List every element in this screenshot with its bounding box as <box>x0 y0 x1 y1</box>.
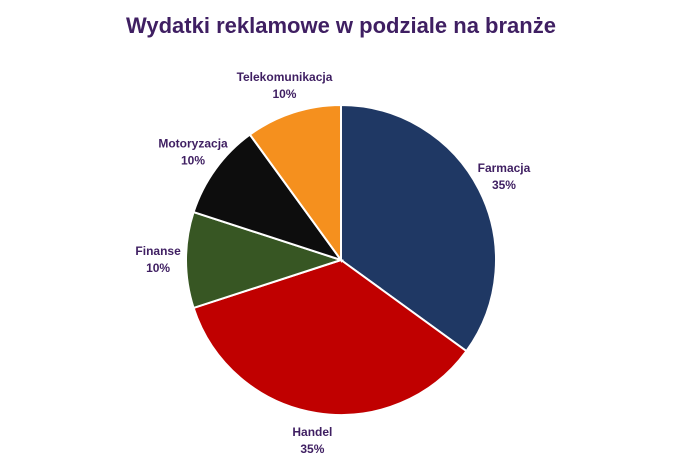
value-label: 10% <box>272 87 296 101</box>
slice-label: Telekomunikacja <box>237 70 333 84</box>
pie-slice <box>185 210 345 310</box>
slice-label: Finanse <box>135 244 181 258</box>
pie-slice <box>340 103 497 353</box>
chart-title: Wydatki reklamowe w podziale na branże <box>126 13 556 38</box>
value-label: 10% <box>181 154 205 168</box>
value-label: 35% <box>300 442 324 456</box>
pie-slice <box>248 103 342 264</box>
slice-label: Handel <box>292 425 332 439</box>
slice-label: Motoryzacja <box>158 137 228 151</box>
slice-label: Farmacja <box>478 161 531 175</box>
value-label: 10% <box>146 261 170 275</box>
pie-slice <box>192 258 468 416</box>
value-label: 35% <box>492 178 516 192</box>
pie-slice <box>192 133 344 262</box>
